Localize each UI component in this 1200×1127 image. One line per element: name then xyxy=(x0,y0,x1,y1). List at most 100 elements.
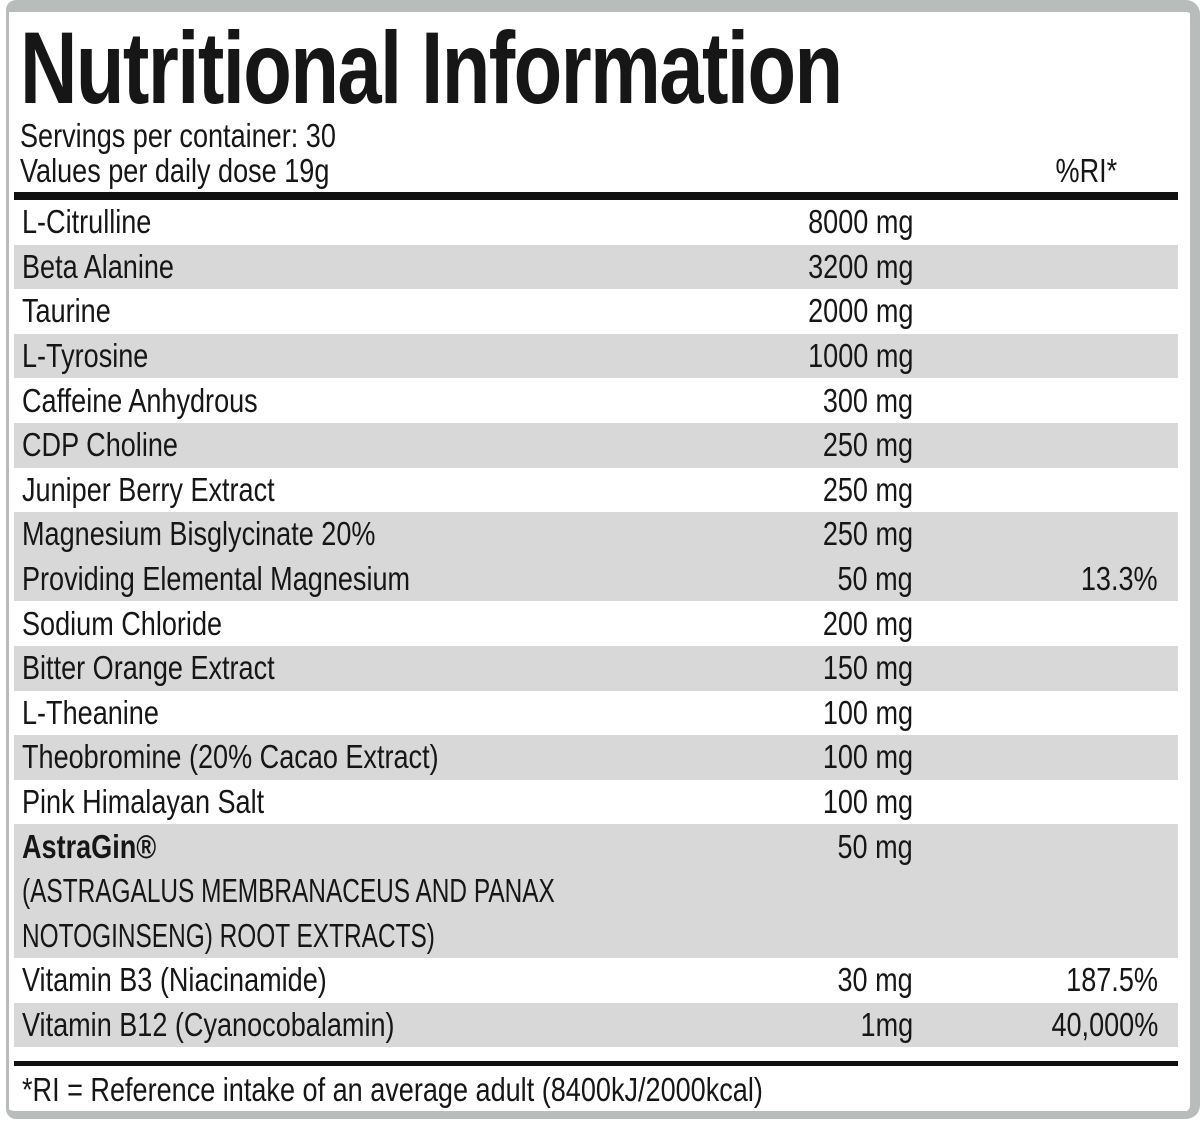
ingredient-name: L-Citrulline xyxy=(22,203,152,241)
ingredient-name: Beta Alanine xyxy=(22,247,174,285)
table-row-line: L-Theanine 100 mg xyxy=(14,691,1178,736)
label-header: Nutritional Information Servings per con… xyxy=(14,12,1178,192)
ingredient-name-cell: Taurine xyxy=(14,292,713,330)
table-row: CDP Choline 250 mg xyxy=(14,422,1178,468)
ingredient-amount: 150 mg xyxy=(822,649,913,687)
ingredient-amount-cell: 100 mg xyxy=(713,783,913,821)
footer-rule xyxy=(14,1061,1178,1067)
page-title-text: Nutritional Information xyxy=(20,11,843,125)
ingredient-ri-cell xyxy=(913,248,1178,286)
ingredient-name-cell: Providing Elemental Magnesium xyxy=(14,560,713,598)
ingredient-amount: 250 mg xyxy=(822,426,913,464)
ingredient-name: Sodium Chloride xyxy=(22,604,223,642)
ingredient-name-cell: Sodium Chloride xyxy=(14,605,713,643)
ingredient-ri-cell xyxy=(913,828,1178,866)
ri-column-header: %RI* xyxy=(1042,153,1117,188)
ingredient-amount: 2000 mg xyxy=(807,292,913,330)
ingredient-amount: 8000 mg xyxy=(807,203,913,241)
ingredient-ri-cell: 187.5% xyxy=(913,961,1178,999)
ingredient-amount: 3200 mg xyxy=(807,247,913,285)
table-row: Sodium Chloride 200 mg xyxy=(14,601,1178,646)
page-title: Nutritional Information xyxy=(20,11,1178,125)
ingredient-ri-cell xyxy=(913,292,1178,330)
table-row: L-Tyrosine 1000 mg xyxy=(14,333,1178,379)
ingredient-name-cell: Magnesium Bisglycinate 20% xyxy=(14,515,713,553)
ingredient-ri-cell: 13.3% xyxy=(913,560,1178,598)
ingredient-ri-cell xyxy=(913,694,1178,732)
ingredient-amount-cell: 250 mg xyxy=(713,515,913,553)
ingredient-ri-cell xyxy=(913,337,1178,375)
header-rule xyxy=(14,192,1178,200)
label-content: Nutritional Information Servings per con… xyxy=(14,12,1178,1107)
table-row: Vitamin B12 (Cyanocobalamin) 1mg 40,000% xyxy=(14,1002,1178,1048)
ingredient-amount: 1000 mg xyxy=(807,337,913,375)
table-row: Pink Himalayan Salt 100 mg xyxy=(14,780,1178,825)
ingredient-name: AstraGin® xyxy=(22,827,157,865)
ingredient-amount: 300 mg xyxy=(822,381,913,419)
ingredient-name: Theobromine (20% Cacao Extract) xyxy=(22,738,439,776)
ingredient-name: L-Theanine xyxy=(22,693,159,731)
ingredient-amount-cell: 200 mg xyxy=(713,605,913,643)
ingredient-ri: 40,000% xyxy=(1051,1006,1158,1043)
table-row: Providing Elemental Magnesium 50 mg 13.3… xyxy=(14,556,1178,602)
ingredient-name: Magnesium Bisglycinate 20% xyxy=(22,515,376,553)
ingredient-name-cell: Bitter Orange Extract xyxy=(14,649,713,687)
ingredient-name-cell: AstraGin® xyxy=(14,828,713,866)
ingredient-amount: 100 mg xyxy=(822,693,913,731)
dose-line-text: Values per daily dose 19g xyxy=(20,152,330,189)
ingredient-amount-cell: 2000 mg xyxy=(713,292,913,330)
ingredient-name: Bitter Orange Extract xyxy=(22,649,275,687)
table-row-line: AstraGin® 50 mg xyxy=(14,824,1178,869)
ingredient-table: L-Citrulline 8000 mg Beta Alanine 3200 m… xyxy=(14,200,1178,1048)
table-row-line: Beta Alanine 3200 mg xyxy=(14,245,1178,290)
ingredient-amount-cell: 8000 mg xyxy=(713,203,913,241)
table-row-line: L-Tyrosine 1000 mg xyxy=(14,334,1178,379)
ingredient-subline: (ASTRAGALUS MEMBRANACEUS AND PANAX xyxy=(14,869,1178,914)
servings-line-text: Servings per container: 30 xyxy=(20,117,336,154)
table-row: Taurine 2000 mg xyxy=(14,289,1178,334)
table-row: Beta Alanine 3200 mg xyxy=(14,244,1178,290)
table-row: Bitter Orange Extract 150 mg xyxy=(14,645,1178,691)
ingredient-amount: 30 mg xyxy=(837,961,913,999)
ingredient-name-cell: Beta Alanine xyxy=(14,248,713,286)
ingredient-ri-cell xyxy=(913,471,1178,509)
ingredient-name-cell: L-Tyrosine xyxy=(14,337,713,375)
ingredient-ri-cell xyxy=(913,203,1178,241)
table-row-line: Caffeine Anhydrous 300 mg xyxy=(14,378,1178,423)
table-row-line: Vitamin B3 (Niacinamide) 30 mg 187.5% xyxy=(14,958,1178,1003)
ingredient-ri: 13.3% xyxy=(1081,560,1158,598)
ingredient-amount-cell: 300 mg xyxy=(713,382,913,420)
ingredient-amount: 100 mg xyxy=(822,738,913,776)
table-row: AstraGin® 50 mg (ASTRAGALUS MEMBRANACEUS… xyxy=(14,824,1178,959)
ingredient-name-cell: Juniper Berry Extract xyxy=(14,471,713,509)
ingredient-amount-cell: 100 mg xyxy=(713,694,913,732)
table-row-line: Taurine 2000 mg xyxy=(14,289,1178,334)
ingredient-amount-cell: 250 mg xyxy=(713,471,913,509)
table-row: Juniper Berry Extract 250 mg xyxy=(14,468,1178,513)
footnote-text: *RI = Reference intake of an average adu… xyxy=(22,1071,763,1109)
ingredient-name: L-Tyrosine xyxy=(22,337,149,375)
table-row: Caffeine Anhydrous 300 mg xyxy=(14,378,1178,423)
servings-line: Servings per container: 30 xyxy=(20,118,1178,153)
ingredient-amount: 50 mg xyxy=(837,560,913,598)
ingredient-ri: 187.5% xyxy=(1066,961,1158,999)
ingredient-name-cell: Vitamin B3 (Niacinamide) xyxy=(14,961,713,999)
footnote: *RI = Reference intake of an average adu… xyxy=(14,1066,1178,1107)
table-row-line: Bitter Orange Extract 150 mg xyxy=(14,646,1178,691)
ingredient-amount-cell: 100 mg xyxy=(713,738,913,776)
ingredient-name: Juniper Berry Extract xyxy=(22,470,275,508)
ingredient-subline-text: (ASTRAGALUS MEMBRANACEUS AND PANAX xyxy=(22,872,555,910)
ingredient-name: CDP Choline xyxy=(22,426,178,464)
table-row: L-Citrulline 8000 mg xyxy=(14,200,1178,245)
table-row-line: Providing Elemental Magnesium 50 mg 13.3… xyxy=(14,557,1178,602)
ingredient-name: Providing Elemental Magnesium xyxy=(22,560,411,598)
table-row-line: Juniper Berry Extract 250 mg xyxy=(14,468,1178,513)
ingredient-ri-cell xyxy=(913,783,1178,821)
ingredient-name: Pink Himalayan Salt xyxy=(22,783,265,821)
table-row: Magnesium Bisglycinate 20% 250 mg xyxy=(14,512,1178,557)
ingredient-ri-cell xyxy=(913,515,1178,553)
table-row: Vitamin B3 (Niacinamide) 30 mg 187.5% xyxy=(14,958,1178,1003)
ingredient-name: Vitamin B12 (Cyanocobalamin) xyxy=(22,1006,395,1043)
ingredient-ri-cell xyxy=(913,738,1178,776)
ingredient-subline: NOTOGINSENG) ROOT EXTRACTS) xyxy=(14,914,1178,959)
